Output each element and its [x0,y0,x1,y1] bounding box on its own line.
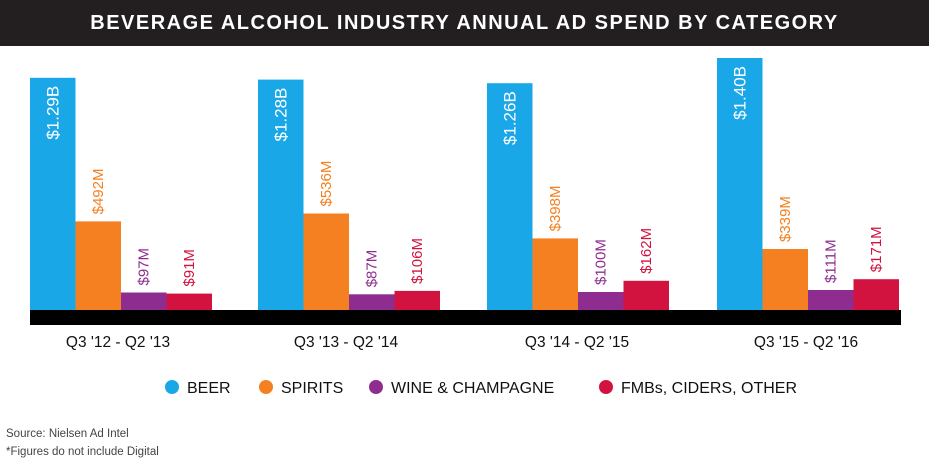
bar-spirits-4 [762,249,808,310]
bar-beer-2 [258,79,304,310]
data-label-wine-champagne-4: $111M [822,239,839,283]
legend-item-spirits: SPIRITS [259,376,343,402]
bar-wine-champagne-2 [349,294,395,310]
legend-item-beer: BEER [165,376,231,402]
source-note: Source: Nielsen Ad Intel [6,428,129,440]
legend-label: WINE & CHAMPAGNE [391,380,555,397]
data-label-wine-champagne-2: $87M [363,250,380,288]
data-label-fmbs-ciders-other-3: $162M [638,228,655,274]
legend-dot-icon [599,380,613,394]
data-label-fmbs-ciders-other-4: $171M [868,226,885,272]
data-label-beer-1: $1.29B [43,86,62,140]
bar-wine-champagne-3 [578,292,624,310]
data-label-spirits-4: $339M [777,196,794,242]
data-label-beer-3: $1.26B [500,91,519,145]
legend-item-fmbs-ciders-other: FMBs, CIDERS, OTHER [599,376,797,402]
bar-fmbs-ciders-other-4 [853,279,899,310]
digital-footnote: *Figures do not include Digital [6,446,159,458]
category-label-4: Q3 '15 - Q2 '16 [754,334,858,351]
legend-label: SPIRITS [281,380,344,397]
data-label-wine-champagne-3: $100M [592,239,609,285]
category-label-2: Q3 '13 - Q2 '14 [294,334,399,351]
bar-beer-1 [30,77,76,310]
category-label-3: Q3 '14 - Q2 '15 [525,334,629,351]
category-label-1: Q3 '12 - Q2 '13 [66,334,170,351]
data-label-wine-champagne-1: $97M [135,248,152,286]
chart-legend: BEER SPIRITS WINE & CHAMPAGNE FMBs, CIDERS,… [0,376,929,402]
bar-fmbs-ciders-other-2 [394,290,440,310]
bars-group [30,58,899,310]
data-label-spirits-3: $398M [547,186,564,232]
data-label-fmbs-ciders-other-2: $106M [409,238,426,284]
legend-label: BEER [187,380,231,397]
bar-spirits-3 [532,238,578,310]
bar-wine-champagne-1 [121,292,167,310]
data-label-beer-4: $1.40B [730,66,749,120]
chart-title: BEVERAGE ALCOHOL INDUSTRY ANNUAL AD SPEN… [90,12,839,34]
bar-spirits-2 [303,213,349,310]
bar-wine-champagne-4 [808,290,854,310]
data-label-beer-2: $1.28B [271,88,290,142]
bar-beer-4 [717,58,763,310]
legend-dot-icon [165,380,179,394]
bar-fmbs-ciders-other-1 [166,293,212,310]
chart-baseline [30,310,901,325]
data-label-spirits-2: $536M [318,161,335,207]
bar-labels-group: $1.29B $492M $97M $91M $1.28B $536M $87M $106M $… [43,66,885,288]
legend-label: FMBs, CIDERS, OTHER [621,380,798,397]
category-labels-group: Q3 '12 - Q2 '13 Q3 '13 - Q2 '14 Q3 '14 - Q… [66,334,858,351]
bar-spirits-1 [75,221,121,310]
legend-dot-icon [259,380,273,394]
bar-chart: $1.29B $492M $97M $91M $1.28B $536M $87M $106M $… [30,58,901,351]
data-label-spirits-1: $492M [90,169,107,215]
bar-beer-3 [487,83,533,310]
legend-dot-icon [369,380,383,394]
data-label-fmbs-ciders-other-1: $91M [181,249,198,287]
legend-item-wine-champagne: WINE & CHAMPAGNE [369,376,554,402]
title-bar [0,0,929,46]
bar-fmbs-ciders-other-3 [623,280,669,310]
